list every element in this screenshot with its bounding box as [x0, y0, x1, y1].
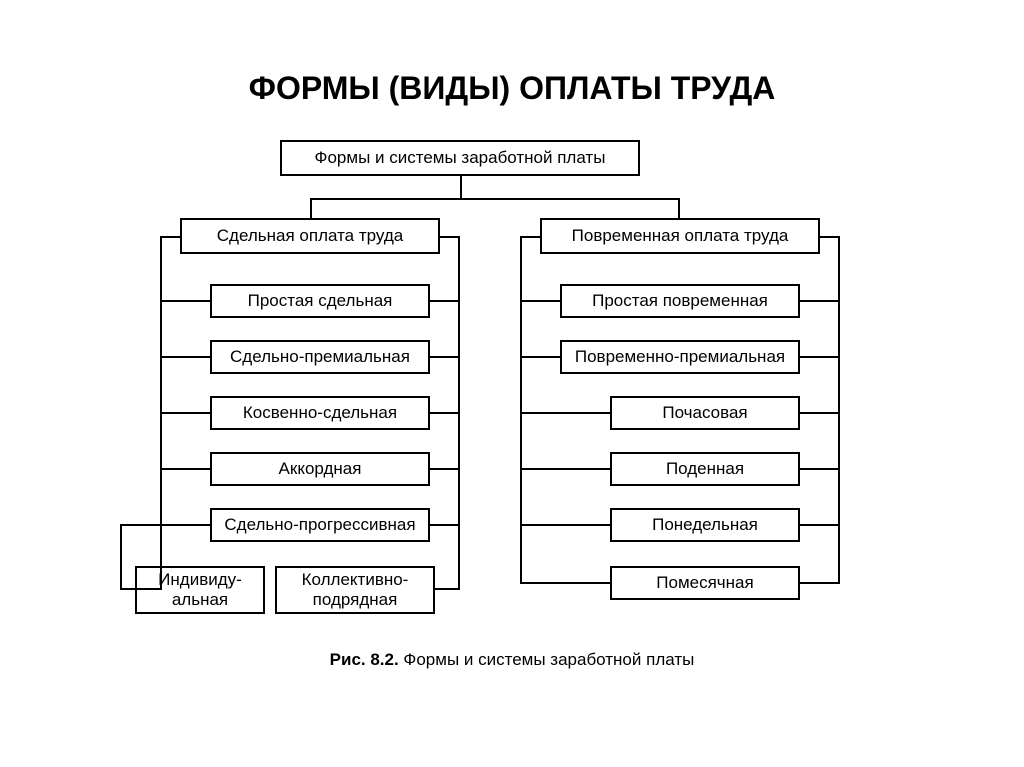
connector-37: [520, 582, 610, 584]
node-l5: Сдельно-прогрессивная: [210, 508, 430, 542]
connector-10: [160, 356, 210, 358]
figure-caption: Рис. 8.2. Формы и системы заработной пла…: [0, 650, 1024, 670]
connector-34: [800, 468, 840, 470]
node-l2: Сдельно-премиальная: [210, 340, 430, 374]
connector-31: [520, 412, 610, 414]
connector-28: [800, 300, 840, 302]
connector-6: [440, 236, 460, 238]
node-right_main: Повременная оплата труда: [540, 218, 820, 254]
connector-24: [838, 236, 840, 584]
connector-14: [160, 468, 210, 470]
node-left_main: Сдельная оплата труда: [180, 218, 440, 254]
connector-25: [520, 236, 540, 238]
node-r5: Понедельная: [610, 508, 800, 542]
node-r3: Почасовая: [610, 396, 800, 430]
connector-11: [430, 356, 460, 358]
node-r6: Помесячная: [610, 566, 800, 600]
node-l3: Косвенно-сдельная: [210, 396, 430, 430]
connector-15: [430, 468, 460, 470]
connector-8: [160, 300, 210, 302]
node-r2: Повременно-премиальная: [560, 340, 800, 374]
connector-22: [120, 524, 162, 526]
connector-17: [430, 524, 460, 526]
connector-9: [430, 300, 460, 302]
connector-38: [800, 582, 840, 584]
connector-13: [430, 412, 460, 414]
connector-19: [435, 588, 460, 590]
connector-27: [520, 300, 560, 302]
connector-12: [160, 412, 210, 414]
node-l6b: Коллективно-подрядная: [275, 566, 435, 614]
node-l1: Простая сдельная: [210, 284, 430, 318]
connector-16: [160, 524, 210, 526]
node-r1: Простая повременная: [560, 284, 800, 318]
connector-26: [520, 236, 522, 584]
node-root: Формы и системы заработной платы: [280, 140, 640, 176]
connector-35: [520, 524, 610, 526]
connector-36: [800, 524, 840, 526]
connector-0: [460, 176, 462, 198]
connector-21: [120, 524, 122, 590]
node-l6a: Индивиду-альная: [135, 566, 265, 614]
connector-3: [678, 198, 680, 218]
connector-33: [520, 468, 610, 470]
connector-1: [310, 198, 680, 200]
caption-text: Формы и системы заработной платы: [399, 650, 695, 669]
connector-2: [310, 198, 312, 218]
node-r4: Поденная: [610, 452, 800, 486]
node-l4: Аккордная: [210, 452, 430, 486]
connector-23: [820, 236, 840, 238]
connector-30: [800, 356, 840, 358]
connector-4: [160, 236, 180, 238]
connector-29: [520, 356, 560, 358]
page-title: ФОРМЫ (ВИДЫ) ОПЛАТЫ ТРУДА: [0, 70, 1024, 107]
connector-32: [800, 412, 840, 414]
connector-20: [120, 588, 162, 590]
caption-prefix: Рис. 8.2.: [330, 650, 399, 669]
